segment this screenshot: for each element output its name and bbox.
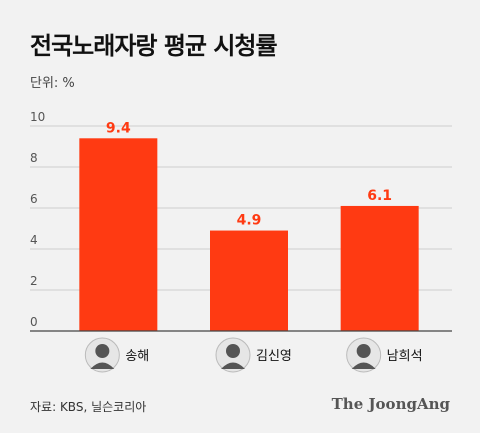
category-label: 남희석	[387, 349, 423, 364]
brand-logo: The JoongAng	[331, 395, 450, 413]
y-tick-label: 10	[30, 110, 45, 124]
category-label: 송해	[125, 349, 149, 364]
bar	[210, 230, 288, 331]
category-label: 김신영	[256, 349, 292, 364]
y-tick-label: 8	[30, 151, 38, 165]
portrait-icon	[215, 337, 251, 373]
data-label: 6.1	[367, 188, 392, 204]
portrait-icon	[84, 337, 120, 373]
y-tick-label: 4	[30, 233, 38, 247]
chart-title: 전국노래자랑 평균 시청률	[30, 32, 278, 60]
unit-label: 단위: %	[30, 76, 75, 91]
data-label: 9.4	[106, 120, 131, 136]
portrait-icon	[346, 337, 382, 373]
bar	[79, 138, 158, 331]
y-tick-label: 2	[30, 274, 38, 288]
y-tick-label: 6	[30, 192, 38, 206]
data-label: 4.9	[237, 213, 262, 229]
y-tick-label: 0	[30, 315, 38, 329]
bar	[340, 205, 419, 331]
source-note: 자료: KBS, 닐슨코리아	[30, 400, 147, 414]
